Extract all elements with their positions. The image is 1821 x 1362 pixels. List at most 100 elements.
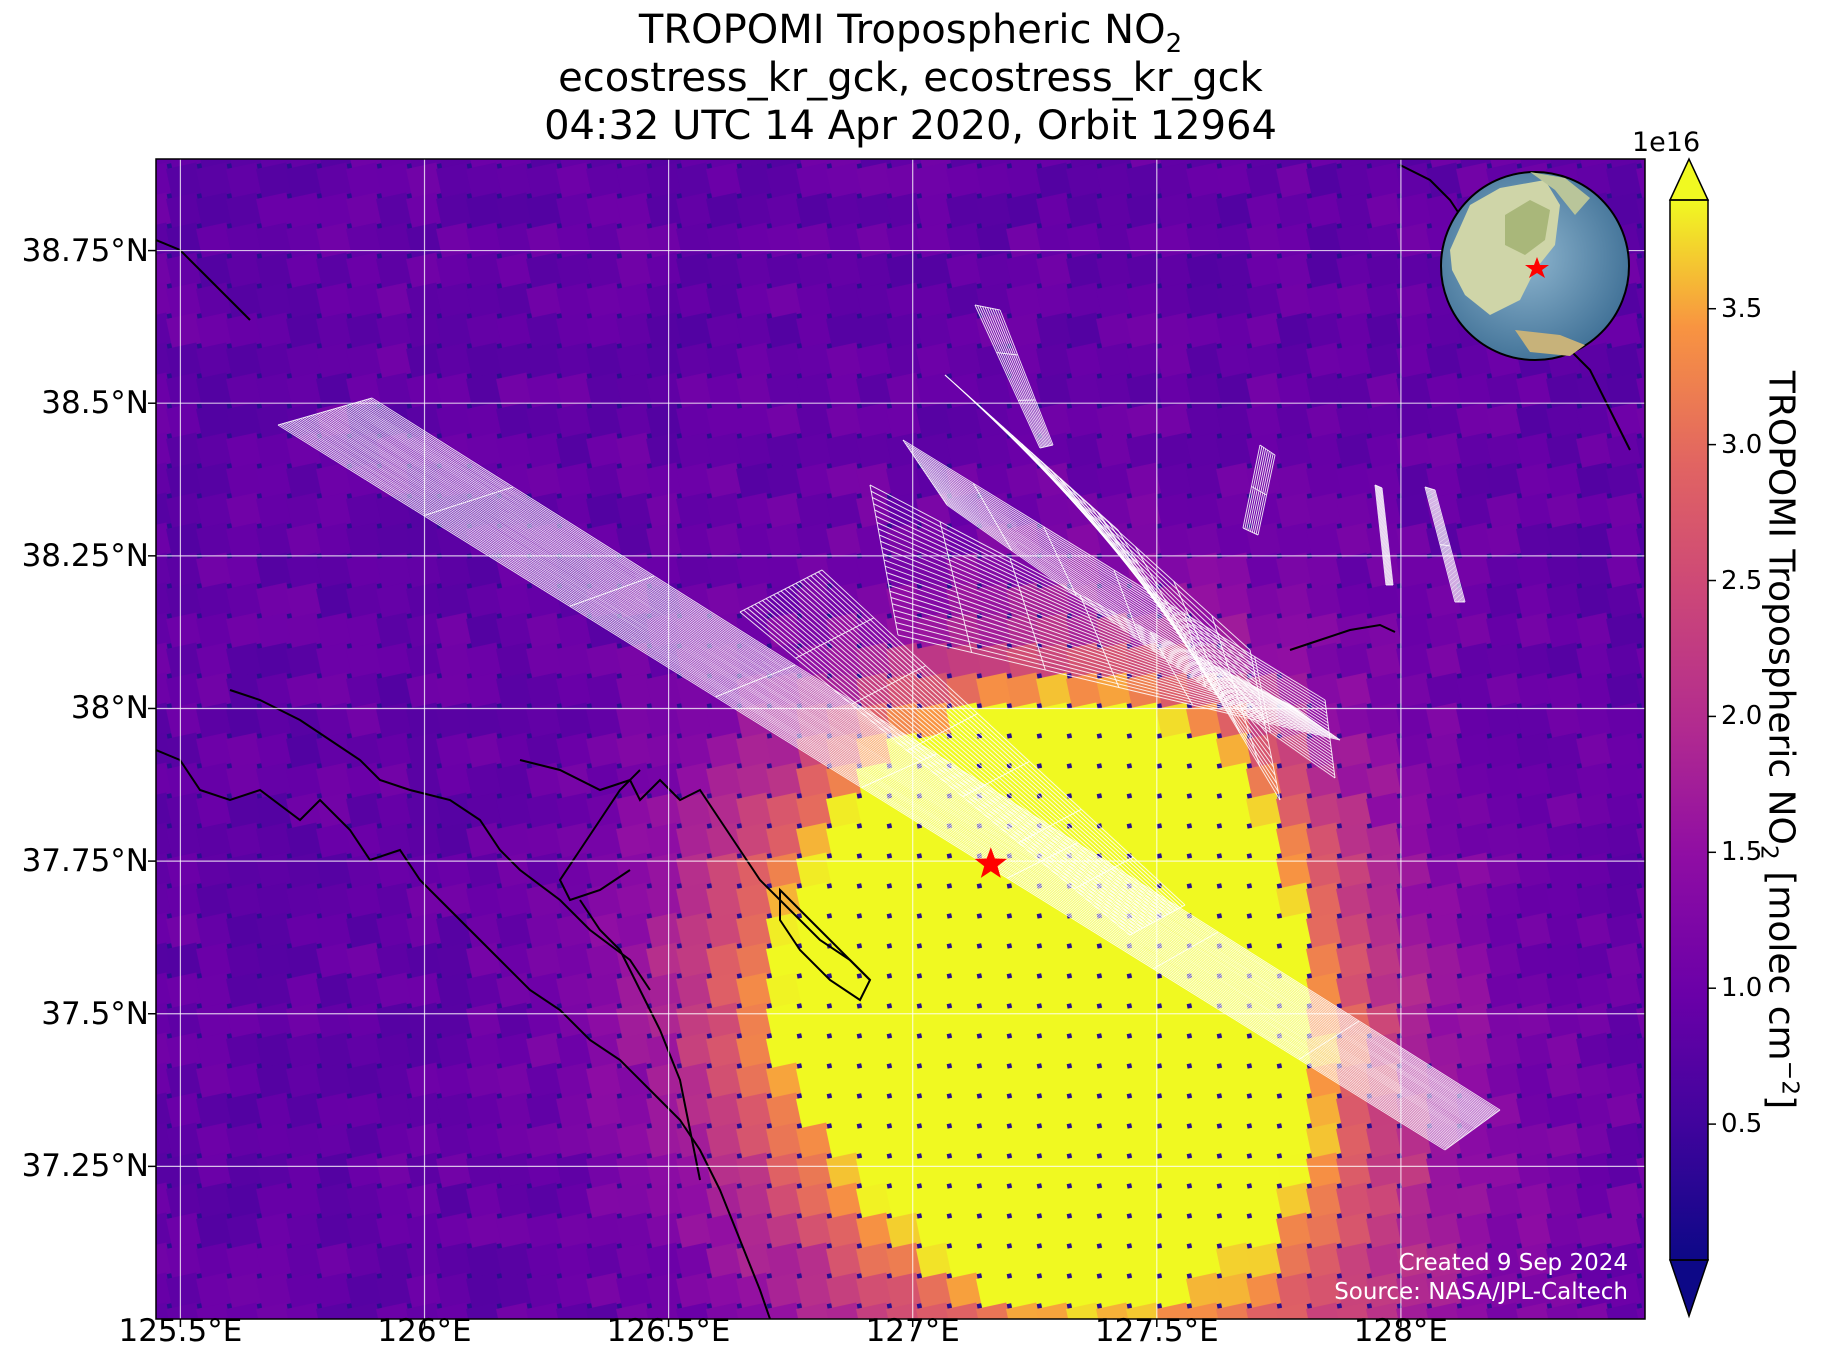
no2-pixel bbox=[1486, 372, 1523, 410]
no2-pixel bbox=[496, 762, 533, 800]
no2-pixel bbox=[1456, 792, 1493, 830]
no2-pixel bbox=[286, 942, 323, 980]
no2-pixel bbox=[616, 702, 653, 740]
no2-pixel bbox=[1486, 642, 1523, 680]
no2-pixel bbox=[1306, 1152, 1343, 1190]
no2-pixel bbox=[1516, 1122, 1553, 1160]
no2-pixel bbox=[646, 1002, 683, 1040]
no2-pixel bbox=[1546, 972, 1583, 1010]
no2-pixel bbox=[1276, 582, 1313, 620]
no2-pixel bbox=[286, 1092, 323, 1130]
no2-pixel bbox=[466, 912, 503, 950]
no2-pixel bbox=[226, 1002, 263, 1040]
no2-pixel bbox=[1066, 252, 1103, 290]
no2-pixel bbox=[1546, 612, 1583, 650]
no2-pixel bbox=[526, 252, 563, 290]
no2-pixel bbox=[1216, 402, 1253, 440]
no2-pixel bbox=[526, 1212, 563, 1250]
no2-pixel bbox=[916, 1032, 953, 1070]
no2-pixel bbox=[826, 492, 863, 530]
no2-pixel bbox=[916, 1152, 953, 1190]
no2-pixel bbox=[826, 552, 863, 590]
no2-pixel bbox=[466, 1272, 503, 1310]
no2-pixel bbox=[706, 1122, 743, 1160]
no2-pixel bbox=[1366, 852, 1403, 890]
no2-pixel bbox=[826, 822, 863, 860]
no2-pixel bbox=[1096, 192, 1133, 230]
no2-pixel bbox=[706, 372, 743, 410]
no2-pixel bbox=[766, 1122, 803, 1160]
no2-pixel bbox=[856, 1002, 893, 1040]
no2-pixel bbox=[466, 1002, 503, 1040]
no2-pixel bbox=[436, 162, 473, 200]
no2-pixel bbox=[166, 1062, 203, 1100]
no2-pixel bbox=[856, 822, 893, 860]
no2-pixel bbox=[1066, 282, 1103, 320]
no2-pixel bbox=[616, 912, 653, 950]
no2-pixel bbox=[706, 282, 743, 320]
no2-pixel bbox=[766, 1272, 803, 1310]
no2-pixel bbox=[795, 432, 833, 470]
no2-pixel bbox=[1036, 612, 1073, 650]
title-line-2: ecostress_kr_gck, ecostress_kr_gck bbox=[558, 55, 1263, 101]
no2-pixel bbox=[1126, 159, 1163, 170]
no2-pixel bbox=[916, 402, 953, 440]
no2-pixel bbox=[166, 1122, 203, 1160]
no2-pixel bbox=[1156, 1002, 1193, 1040]
no2-pixel bbox=[916, 522, 953, 560]
no2-pixel bbox=[316, 1092, 353, 1130]
no2-pixel bbox=[1186, 1302, 1223, 1319]
no2-pixel bbox=[1276, 912, 1313, 950]
no2-pixel bbox=[156, 1272, 173, 1310]
no2-pixel bbox=[1426, 372, 1463, 410]
no2-pixel bbox=[826, 882, 863, 920]
no2-pixel bbox=[555, 252, 593, 290]
no2-pixel bbox=[346, 282, 383, 320]
no2-pixel bbox=[285, 159, 323, 170]
no2-pixel bbox=[166, 372, 203, 410]
no2-pixel bbox=[706, 492, 743, 530]
no2-pixel bbox=[736, 582, 773, 620]
no2-pixel bbox=[1276, 972, 1313, 1010]
no2-pixel bbox=[1396, 642, 1433, 680]
no2-pixel bbox=[1396, 162, 1433, 200]
no2-pixel bbox=[586, 159, 623, 170]
no2-pixel bbox=[646, 192, 683, 230]
no2-pixel bbox=[586, 252, 623, 290]
no2-pixel bbox=[466, 702, 503, 740]
no2-pixel bbox=[1546, 1092, 1583, 1130]
no2-pixel bbox=[1126, 822, 1163, 860]
no2-pixel bbox=[1066, 192, 1103, 230]
no2-pixel bbox=[646, 252, 683, 290]
no2-pixel bbox=[1186, 492, 1223, 530]
no2-pixel bbox=[1546, 1032, 1583, 1070]
no2-pixel bbox=[1456, 882, 1493, 920]
no2-pixel bbox=[706, 1242, 743, 1280]
no2-pixel bbox=[556, 1182, 593, 1220]
no2-pixel bbox=[1606, 1032, 1643, 1070]
no2-pixel bbox=[346, 1182, 383, 1220]
no2-pixel bbox=[1006, 702, 1043, 740]
no2-pixel bbox=[1456, 702, 1493, 740]
coastline bbox=[156, 749, 771, 1319]
no2-pixel bbox=[766, 462, 803, 500]
no2-pixel bbox=[316, 552, 353, 590]
no2-pixel bbox=[1066, 372, 1103, 410]
no2-pixel bbox=[946, 222, 983, 260]
no2-pixel bbox=[196, 159, 233, 170]
no2-pixel bbox=[436, 372, 473, 410]
no2-pixel bbox=[1576, 1152, 1613, 1190]
no2-pixel bbox=[436, 552, 473, 590]
no2-pixel bbox=[1576, 522, 1613, 560]
no2-pixel bbox=[706, 1062, 743, 1100]
no2-pixel bbox=[676, 1242, 713, 1280]
no2-pixel bbox=[795, 1032, 833, 1070]
no2-pixel bbox=[226, 1122, 263, 1160]
no2-pixel bbox=[676, 192, 713, 230]
no2-pixel bbox=[496, 822, 533, 860]
no2-pixel bbox=[1516, 1032, 1553, 1070]
no2-pixel bbox=[616, 792, 653, 830]
no2-pixel bbox=[1636, 402, 1645, 440]
no2-pixel bbox=[1606, 1122, 1643, 1160]
